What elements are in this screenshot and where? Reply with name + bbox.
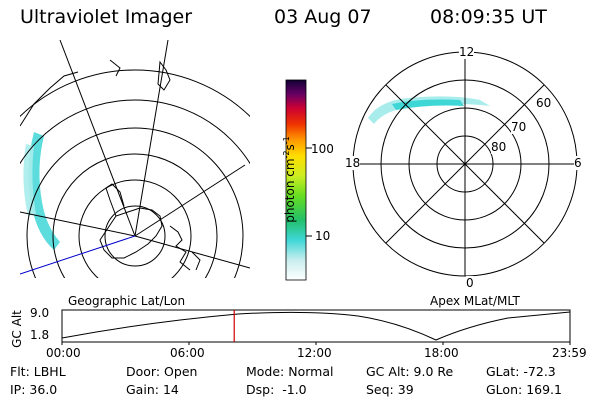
gc-alt-field: GC Alt: 9.0 Re	[366, 364, 454, 379]
altitude-strip-plot	[61, 309, 571, 345]
glat-field: GLat: -72.3	[486, 364, 556, 379]
glon-field: GLon: 169.1	[486, 382, 562, 397]
coast-fragment	[191, 251, 201, 271]
x-tick-label-0600: 06:00	[170, 346, 205, 360]
mlat-label-70: 70	[511, 120, 527, 134]
mlt-label-0: 0	[466, 276, 474, 290]
colorbar-unit-label: photon cm-2s-1	[281, 136, 297, 223]
geo-lat-circle-4	[26, 127, 244, 278]
x-tick-label-1800: 18:00	[424, 346, 459, 360]
mlt-label-6: 6	[574, 156, 582, 170]
colorbar-tick-label-10: 10	[315, 229, 331, 243]
geo-aurora-band	[23, 132, 60, 250]
new-zealand-outline	[157, 60, 171, 91]
mode-field: Mode: Normal	[246, 364, 334, 379]
polar-mlt-plot	[352, 51, 578, 277]
mlat-label-80: 80	[491, 140, 507, 154]
geo-meridian-2	[134, 40, 169, 237]
door-field: Door: Open	[126, 364, 198, 379]
geo-lat-circle-5	[20, 99, 250, 165]
polar-diagonal-2	[385, 84, 545, 244]
colorbar-tick-label-100: 100	[311, 142, 334, 156]
time-label: 08:09:35 UT	[430, 6, 547, 28]
island-outline	[109, 59, 121, 77]
altitude-axis-label: GC Alt	[9, 310, 24, 348]
dsp-field: Dsp: -1.0	[246, 382, 307, 397]
geo-lat-circle-1	[104, 205, 166, 267]
antarctica-coast	[99, 207, 163, 259]
date-label: 03 Aug 07	[274, 6, 372, 28]
x-tick-label-2359: 23:59	[552, 346, 587, 360]
filter-field: Flt: LBHL	[10, 364, 66, 379]
gain-field: Gain: 14	[126, 382, 179, 397]
altitude-ymin-label: 1.8	[30, 328, 50, 342]
mlat-label-60: 60	[536, 96, 552, 110]
altitude-ymax-label: 9.0	[30, 306, 50, 320]
geo-lat-circle-3	[52, 153, 218, 278]
mlt-label-18: 18	[345, 156, 361, 170]
x-tick-label-0000: 00:00	[46, 346, 81, 360]
geo-lat-circle-6	[20, 69, 250, 118]
polar-aurora-arc	[368, 96, 490, 124]
australia-coast	[20, 71, 79, 127]
polar-projection-label: Apex MLat/MLT	[430, 294, 520, 308]
seq-field: Seq: 39	[366, 382, 414, 397]
x-tick-label-1200: 12:00	[297, 346, 332, 360]
geographic-map	[20, 40, 250, 278]
mlt-label-12: 12	[459, 45, 475, 59]
ip-field: IP: 36.0	[10, 382, 58, 397]
coast-east	[169, 225, 191, 271]
geo-meridian-5	[20, 211, 136, 237]
color-gradient	[285, 79, 307, 281]
geo-meridian-blue	[20, 235, 136, 275]
altitude-curve	[61, 311, 571, 341]
instrument-title: Ultraviolet Imager	[20, 6, 193, 28]
color-scale-bar	[285, 79, 312, 281]
antarctic-peninsula	[105, 183, 125, 217]
geo-projection-label: Geographic Lat/Lon	[68, 294, 186, 308]
geo-meridian-3	[134, 164, 246, 237]
geo-meridian-1	[59, 40, 136, 237]
geo-lat-circle-2	[78, 179, 192, 278]
